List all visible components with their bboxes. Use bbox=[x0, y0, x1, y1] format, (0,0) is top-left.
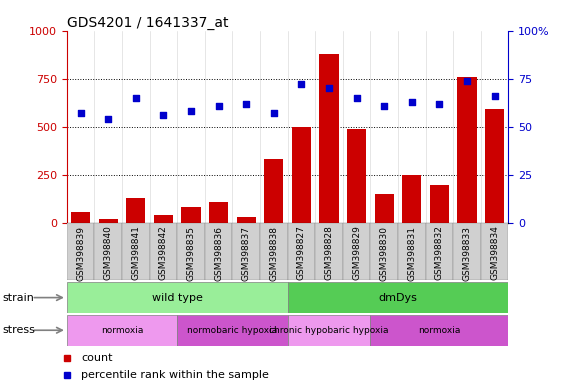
Text: GSM398840: GSM398840 bbox=[104, 225, 113, 280]
Bar bbox=[67, 223, 94, 280]
Point bbox=[435, 101, 444, 107]
Text: GSM398837: GSM398837 bbox=[242, 225, 250, 281]
Bar bbox=[430, 185, 449, 223]
Bar bbox=[347, 129, 366, 223]
Point bbox=[242, 101, 251, 107]
Bar bbox=[343, 223, 371, 280]
Text: GSM398836: GSM398836 bbox=[214, 225, 223, 281]
Text: GSM398842: GSM398842 bbox=[159, 225, 168, 280]
Text: normoxia: normoxia bbox=[418, 326, 461, 335]
Bar bbox=[288, 315, 371, 346]
Bar bbox=[457, 77, 476, 223]
Bar bbox=[150, 223, 177, 280]
Text: strain: strain bbox=[3, 293, 35, 303]
Bar bbox=[288, 223, 315, 280]
Bar bbox=[236, 217, 256, 223]
Bar bbox=[177, 315, 288, 346]
Bar bbox=[232, 223, 260, 280]
Text: wild type: wild type bbox=[152, 293, 203, 303]
Text: GSM398830: GSM398830 bbox=[380, 225, 389, 281]
Point bbox=[324, 85, 333, 91]
Text: GSM398834: GSM398834 bbox=[490, 225, 499, 280]
Bar bbox=[177, 223, 205, 280]
Bar bbox=[71, 212, 90, 223]
Point bbox=[131, 95, 141, 101]
Text: GSM398832: GSM398832 bbox=[435, 225, 444, 280]
Bar bbox=[425, 223, 453, 280]
Text: normobaric hypoxia: normobaric hypoxia bbox=[187, 326, 278, 335]
Bar bbox=[67, 282, 288, 313]
Point bbox=[462, 78, 472, 84]
Bar bbox=[320, 54, 339, 223]
Text: dmDys: dmDys bbox=[379, 293, 417, 303]
Text: stress: stress bbox=[3, 325, 36, 335]
Text: GSM398827: GSM398827 bbox=[297, 225, 306, 280]
Text: GSM398835: GSM398835 bbox=[187, 225, 195, 281]
Point bbox=[269, 110, 278, 116]
Text: GSM398829: GSM398829 bbox=[352, 225, 361, 280]
Point bbox=[187, 108, 196, 114]
Text: GSM398828: GSM398828 bbox=[325, 225, 333, 280]
Bar bbox=[481, 223, 508, 280]
Bar bbox=[209, 202, 228, 223]
Bar bbox=[126, 198, 145, 223]
Bar bbox=[264, 159, 284, 223]
Bar bbox=[371, 223, 398, 280]
Bar bbox=[453, 223, 481, 280]
Bar bbox=[67, 315, 177, 346]
Bar bbox=[288, 282, 508, 313]
Text: GSM398841: GSM398841 bbox=[131, 225, 140, 280]
Bar bbox=[181, 207, 200, 223]
Point bbox=[103, 116, 113, 122]
Point bbox=[297, 81, 306, 88]
Text: GSM398833: GSM398833 bbox=[462, 225, 471, 281]
Bar bbox=[371, 315, 508, 346]
Text: normoxia: normoxia bbox=[101, 326, 143, 335]
Point bbox=[214, 103, 223, 109]
Point bbox=[407, 99, 417, 105]
Bar bbox=[154, 215, 173, 223]
Bar bbox=[94, 223, 122, 280]
Text: GSM398839: GSM398839 bbox=[76, 225, 85, 281]
Point bbox=[352, 95, 361, 101]
Text: percentile rank within the sample: percentile rank within the sample bbox=[81, 370, 269, 381]
Bar bbox=[375, 194, 394, 223]
Point bbox=[76, 110, 85, 116]
Point bbox=[379, 103, 389, 109]
Bar bbox=[122, 223, 150, 280]
Bar bbox=[205, 223, 232, 280]
Text: GSM398831: GSM398831 bbox=[407, 225, 416, 281]
Bar bbox=[485, 109, 504, 223]
Bar bbox=[99, 219, 118, 223]
Text: count: count bbox=[81, 353, 113, 363]
Text: GSM398838: GSM398838 bbox=[270, 225, 278, 281]
Bar bbox=[260, 223, 288, 280]
Bar bbox=[292, 127, 311, 223]
Text: GDS4201 / 1641337_at: GDS4201 / 1641337_at bbox=[67, 16, 228, 30]
Point bbox=[490, 93, 499, 99]
Bar bbox=[315, 223, 343, 280]
Bar bbox=[398, 223, 425, 280]
Point bbox=[159, 112, 168, 118]
Text: chronic hypobaric hypoxia: chronic hypobaric hypoxia bbox=[269, 326, 389, 335]
Bar bbox=[402, 175, 421, 223]
